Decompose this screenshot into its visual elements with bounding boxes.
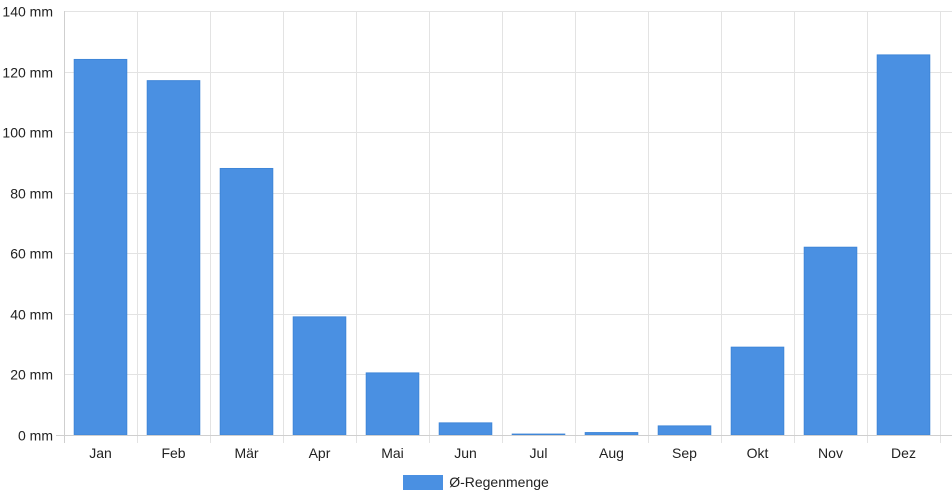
y-tick-label: 140 mm [2, 4, 53, 20]
bar-jul[interactable] [511, 433, 566, 436]
y-tick-labels: 0 mm 20 mm 40 mm 60 mm 80 mm 100 mm 120 mm 140 … [2, 4, 53, 444]
bar-mai[interactable] [365, 372, 420, 436]
y-tick-label: 20 mm [10, 367, 53, 383]
bar-feb[interactable] [146, 80, 201, 436]
bar-dez[interactable] [876, 54, 931, 436]
x-tick-label: Sep [672, 445, 697, 461]
bar-nov[interactable] [803, 246, 858, 436]
x-tick-label: Feb [161, 445, 185, 461]
bars [73, 54, 931, 436]
bar-aug[interactable] [584, 432, 639, 436]
x-tick-label: Okt [747, 445, 769, 461]
x-tick-label: Mär [234, 445, 258, 461]
x-tick-label: Jun [454, 445, 477, 461]
grid-lines [64, 11, 952, 443]
x-tick-label: Jan [89, 445, 112, 461]
y-tick-label: 80 mm [10, 186, 53, 202]
legend-swatch[interactable] [403, 474, 444, 490]
y-tick-label: 0 mm [18, 428, 53, 444]
bar-jun[interactable] [438, 422, 493, 436]
bar-jan[interactable] [73, 58, 128, 436]
precipitation-bar-chart: 0 mm 20 mm 40 mm 60 mm 80 mm 100 mm 120 mm 140 … [2, 4, 952, 461]
x-tick-label: Dez [891, 445, 916, 461]
bar-apr[interactable] [292, 316, 347, 436]
y-tick-label: 120 mm [2, 65, 53, 81]
bar-mär[interactable] [219, 167, 274, 436]
x-tick-label: Apr [309, 445, 331, 461]
axes [56, 11, 952, 443]
x-tick-label: Nov [818, 445, 843, 461]
legend[interactable]: Ø-Regenmenge [0, 472, 952, 492]
x-tick-label: Aug [599, 445, 624, 461]
x-tick-label: Mai [381, 445, 404, 461]
y-tick-label: 100 mm [2, 125, 53, 141]
y-tick-label: 60 mm [10, 246, 53, 262]
y-tick-label: 40 mm [10, 307, 53, 323]
legend-label[interactable]: Ø-Regenmenge [449, 474, 549, 490]
x-tick-label: Jul [530, 445, 548, 461]
bar-sep[interactable] [657, 425, 712, 436]
x-tick-labels: Jan Feb Mär Apr Mai Jun Jul Aug Sep Okt Nov Dez [89, 445, 916, 461]
bar-okt[interactable] [730, 346, 785, 436]
